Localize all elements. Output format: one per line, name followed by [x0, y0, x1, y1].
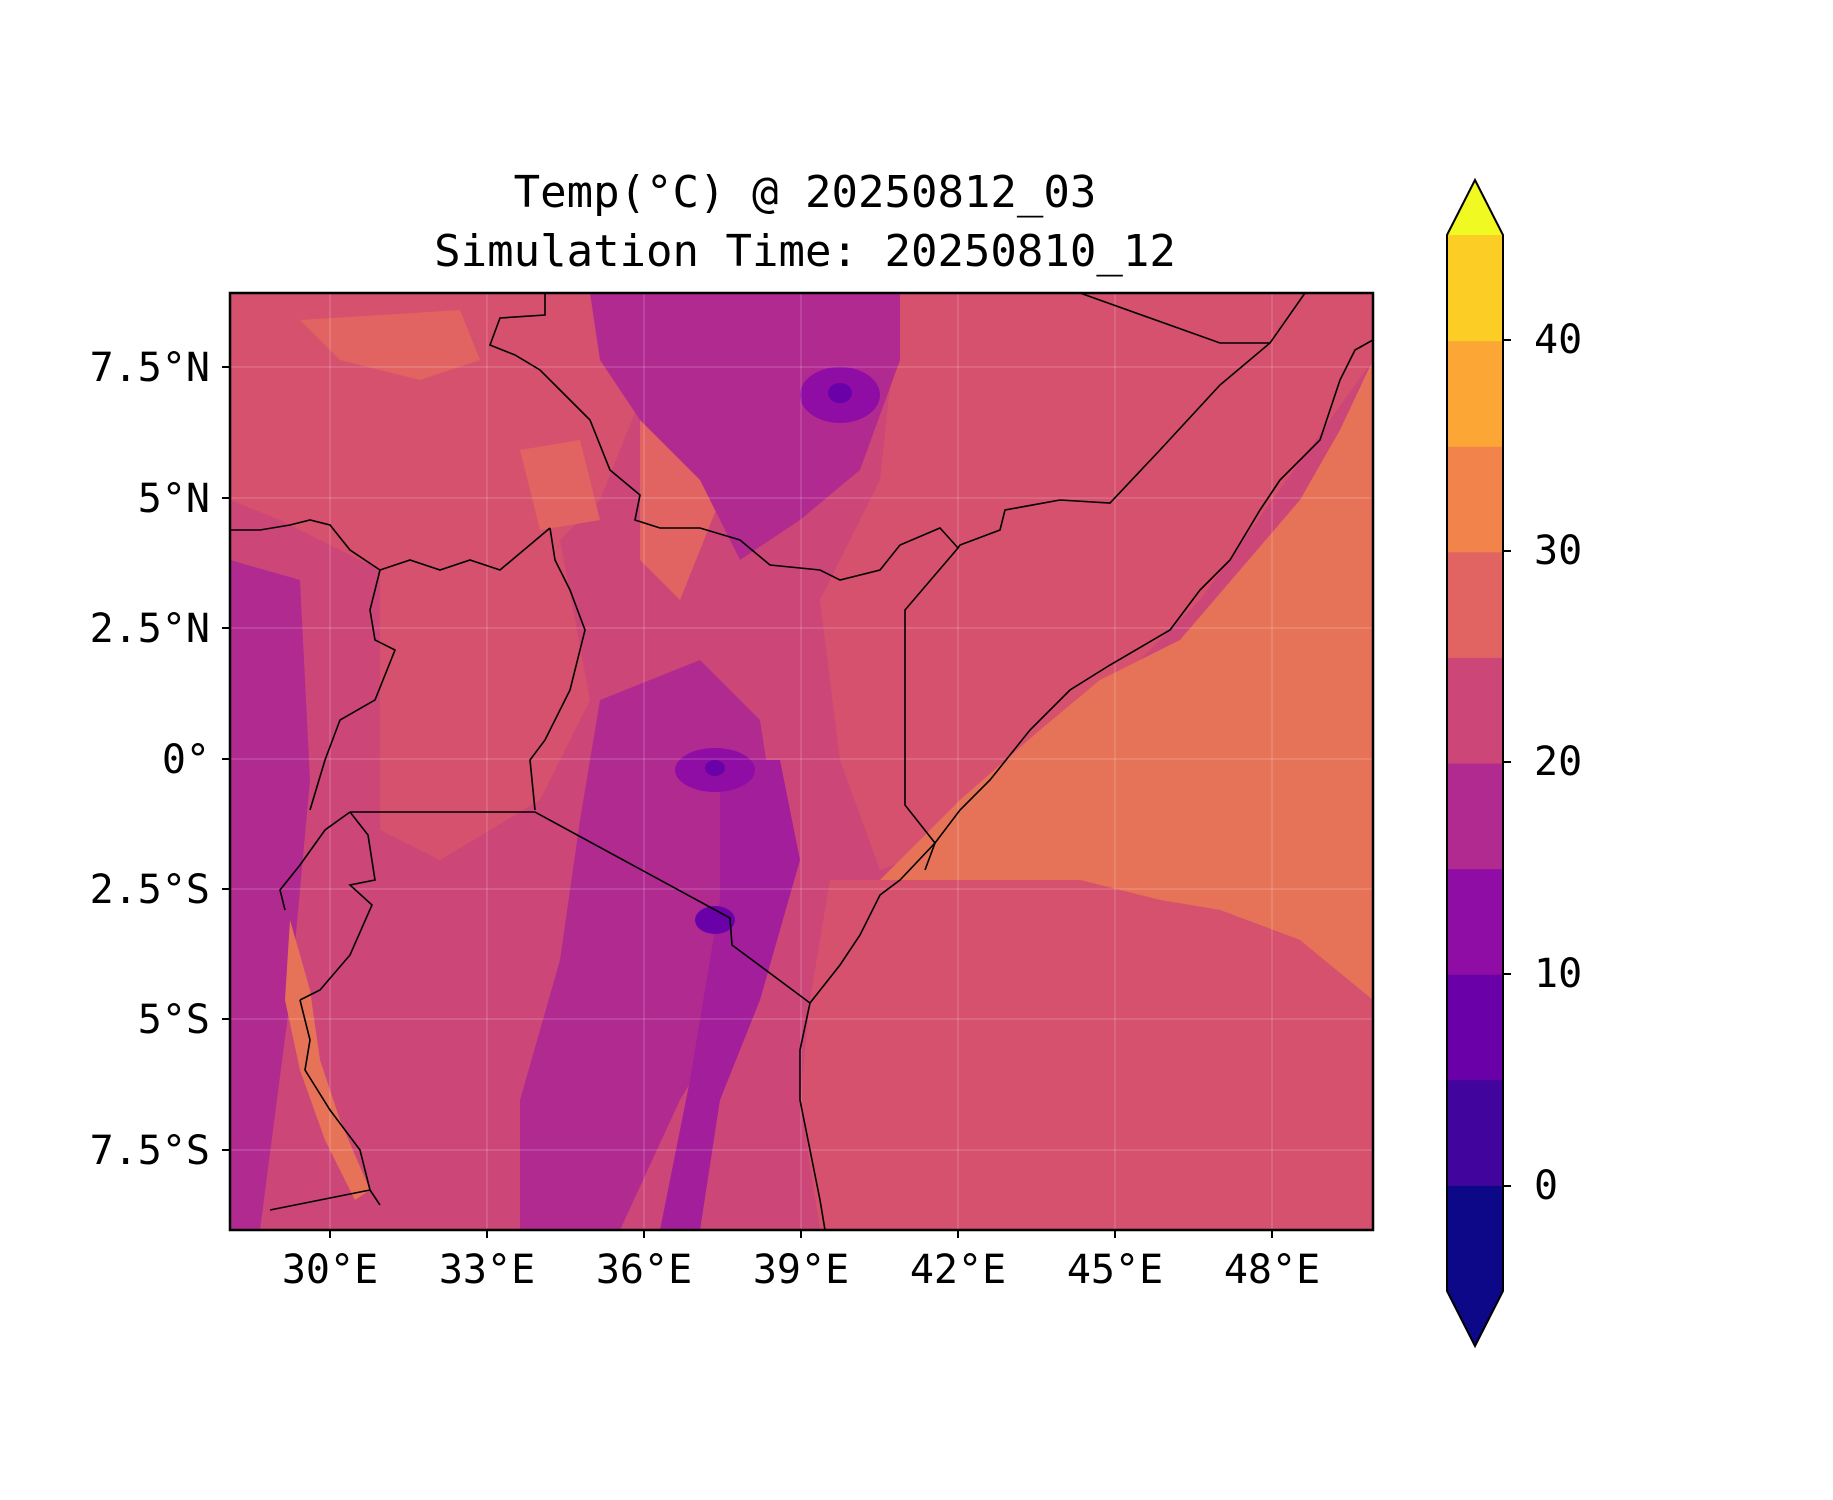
x-tick-label: 39°E: [753, 1247, 849, 1293]
x-tick-label: 45°E: [1067, 1247, 1163, 1293]
chart-title-line2: Simulation Time: 20250810_12: [434, 226, 1176, 277]
field-lake-tanganyika: [285, 920, 370, 1200]
map-gridlines: [230, 293, 1373, 1230]
field-hot-lake-turkana: [520, 440, 600, 530]
y-axis: 7.5°N 5°N 2.5°N 0° 2.5°S 5°S 7.5°S: [90, 345, 230, 1174]
colorbar-tick-label: 40: [1534, 317, 1582, 363]
chart-title-line1: Temp(°C) @ 20250812_03: [513, 167, 1097, 218]
x-tick-label: 33°E: [439, 1247, 535, 1293]
field-cool-ethiopia: [590, 293, 900, 560]
x-tick-label: 48°E: [1224, 1247, 1320, 1293]
y-tick-label: 0°: [162, 737, 210, 783]
field-cool-kenya-tanzania: [520, 660, 780, 1230]
colorbar-tick-label: 10: [1534, 951, 1582, 997]
colorbar-extend-max: [1447, 180, 1503, 235]
field-warm-uganda: [380, 540, 590, 860]
y-tick-label: 5°N: [138, 476, 210, 522]
field-hot-north: [300, 310, 480, 380]
x-tick-label: 30°E: [282, 1247, 378, 1293]
colorbar-segment: [1447, 1185, 1503, 1292]
x-tick-label: 36°E: [596, 1247, 692, 1293]
x-tick-label: 42°E: [910, 1247, 1006, 1293]
colorbar-outline: [1446, 177, 1504, 1349]
y-tick-label: 2.5°S: [90, 867, 210, 913]
temperature-field: [230, 293, 1373, 1230]
x-axis: 30°E 33°E 36°E 39°E 42°E 45°E 48°E: [282, 1230, 1320, 1293]
y-tick-label: 7.5°S: [90, 1128, 210, 1174]
field-cool-central: [660, 760, 800, 1230]
field-colder-ethiopia: [828, 383, 852, 403]
colorbar-segment: [1447, 340, 1503, 447]
field-ocean-south: [800, 880, 1373, 1230]
colorbar-segment: [1447, 551, 1503, 658]
colorbar-segment: [1447, 868, 1503, 975]
field-warm-somalia: [820, 293, 1373, 870]
colorbar-segment: [1447, 235, 1503, 342]
colorbar-segment: [1447, 1079, 1503, 1186]
field-cool-west: [230, 560, 310, 1230]
colorbar-extend-min: [1447, 1291, 1503, 1346]
field-ocean-warm: [880, 360, 1373, 1000]
field-colder-kenya: [705, 760, 725, 776]
field-warm-northwest: [230, 293, 640, 600]
country-borders: [230, 293, 1373, 1230]
colorbar-tick-label: 20: [1534, 739, 1582, 785]
colorbar-segment: [1447, 657, 1503, 764]
field-cold-kilimanjaro: [695, 906, 735, 934]
colorbar-segment: [1447, 446, 1503, 553]
colorbar-ticks: 0 10 20 30 40: [1503, 317, 1582, 1209]
y-tick-label: 5°S: [138, 997, 210, 1043]
colorbar-tick-label: 0: [1534, 1163, 1558, 1209]
colorbar-segment: [1447, 974, 1503, 1081]
y-tick-label: 2.5°N: [90, 606, 210, 652]
colorbar: [1446, 177, 1504, 1349]
y-tick-label: 7.5°N: [90, 345, 210, 391]
colorbar-segment: [1447, 763, 1503, 870]
colorbar-tick-label: 30: [1534, 528, 1582, 574]
